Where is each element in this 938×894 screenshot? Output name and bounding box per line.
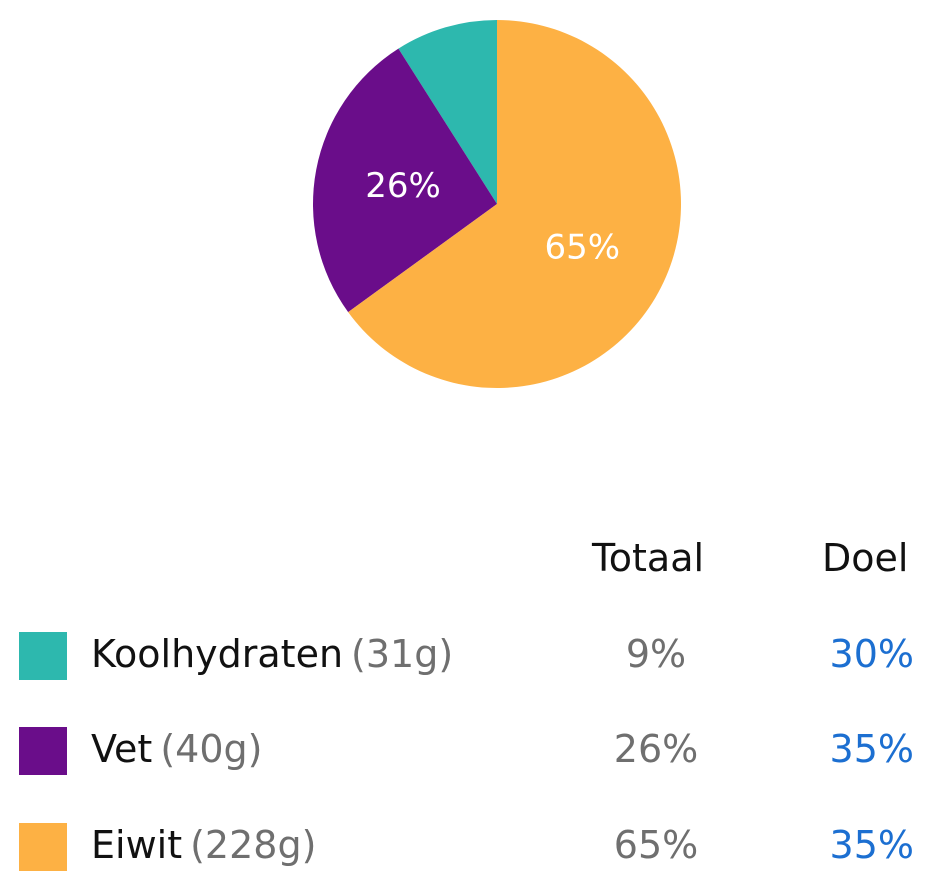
legend-name-text: Eiwit bbox=[91, 823, 183, 867]
legend-total: 26% bbox=[613, 727, 699, 771]
pie-slice-vet bbox=[312, 48, 497, 313]
pie-label-eiwit: 65% bbox=[545, 227, 621, 267]
pie-label-vet: 26% bbox=[365, 166, 441, 206]
legend-goal[interactable]: 35% bbox=[829, 727, 914, 771]
macro-pie-chart: 26% 65% bbox=[312, 19, 682, 388]
legend-name: Vet (40g) bbox=[91, 727, 262, 771]
legend-row-vet: Vet (40g) 26% 35% bbox=[0, 722, 938, 782]
legend-swatch-eiwit bbox=[19, 823, 67, 871]
legend-name-text: Koolhydraten bbox=[91, 632, 344, 676]
pie-slice-eiwit bbox=[348, 20, 682, 388]
legend-name: Eiwit (228g) bbox=[91, 823, 316, 867]
legend-swatch-koolhydraten bbox=[19, 632, 67, 680]
header-totaal: Totaal bbox=[592, 536, 705, 580]
legend-goal[interactable]: 35% bbox=[829, 823, 914, 867]
pie-slice-koolhydraten bbox=[398, 19, 497, 204]
header-doel: Doel bbox=[822, 536, 909, 580]
legend-grams: (31g) bbox=[351, 632, 454, 676]
legend-row-eiwit: Eiwit (228g) 65% 35% bbox=[0, 818, 938, 878]
legend-total: 9% bbox=[625, 632, 687, 676]
legend-name-text: Vet bbox=[91, 727, 153, 771]
legend-name: Koolhydraten (31g) bbox=[91, 632, 453, 676]
legend-total: 65% bbox=[613, 823, 699, 867]
legend-goal[interactable]: 30% bbox=[829, 632, 914, 676]
legend-grams: (40g) bbox=[160, 727, 263, 771]
legend-swatch-vet bbox=[19, 727, 67, 775]
legend-grams: (228g) bbox=[190, 823, 317, 867]
legend-row-koolhydraten: Koolhydraten (31g) 9% 30% bbox=[0, 627, 938, 687]
